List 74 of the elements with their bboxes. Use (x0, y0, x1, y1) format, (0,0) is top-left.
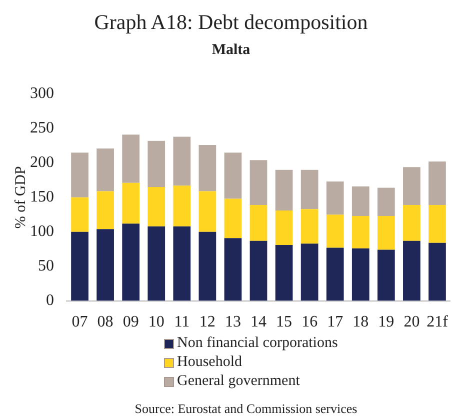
y-tick-label: 50 (38, 258, 54, 275)
bar (428, 242, 446, 301)
bar (96, 229, 114, 301)
bar (198, 145, 216, 192)
bar (275, 210, 293, 245)
bar (275, 170, 293, 210)
x-tick-label: 12 (199, 314, 216, 331)
bar (198, 232, 216, 301)
bar (96, 148, 114, 192)
y-tick-label: 200 (30, 154, 54, 172)
bar (250, 204, 268, 241)
bar (275, 244, 293, 301)
bar (403, 240, 420, 301)
bar (377, 188, 395, 216)
bar (352, 216, 370, 248)
source-note: Source: Eurostat and Commission services (134, 401, 358, 417)
y-tick-label: 0 (46, 292, 54, 310)
bar (326, 182, 344, 215)
chart-title: Graph A18: Debt decomposition (93, 10, 369, 35)
bar (300, 244, 318, 301)
x-tick-label: 17 (327, 314, 344, 331)
x-tick-label: 20 (404, 314, 420, 331)
y-tick-label: 150 (30, 188, 54, 206)
x-tick-label: 07 (72, 314, 88, 331)
bar (403, 167, 420, 205)
bar (224, 152, 242, 199)
bar (224, 238, 242, 301)
chart-subtitle: Malta (210, 42, 252, 59)
bar (198, 191, 216, 232)
bar (250, 240, 268, 301)
y-tick-label: 250 (30, 120, 54, 137)
x-tick-label: 10 (148, 314, 164, 331)
x-tick-label: 19 (378, 314, 394, 331)
bar (300, 209, 318, 244)
bar (71, 232, 88, 301)
bar (173, 136, 191, 186)
bar (377, 250, 395, 301)
bar (148, 187, 166, 226)
bar (122, 224, 140, 301)
x-tick-label: 14 (250, 314, 266, 331)
x-tick-label: 08 (97, 314, 114, 331)
x-tick-label: 15 (276, 314, 292, 331)
bar (148, 226, 166, 301)
bar (122, 134, 140, 183)
y-axis-title: % of GDP (12, 166, 29, 229)
x-tick-label: 13 (224, 314, 241, 331)
bar (352, 248, 370, 301)
bar (173, 226, 191, 301)
bar (300, 170, 318, 210)
bar (71, 197, 88, 232)
y-tick-label: 300 (30, 85, 54, 102)
bar (428, 162, 446, 205)
bar (122, 182, 140, 224)
legend-label: General government (177, 372, 300, 391)
x-tick-label: 16 (302, 314, 318, 331)
bar (403, 204, 420, 241)
bar (96, 191, 114, 230)
bar (148, 140, 166, 188)
bar (224, 198, 242, 238)
y-tick-label: 100 (30, 223, 54, 240)
x-tick-label: 09 (122, 314, 139, 331)
bar (377, 216, 395, 250)
bar (250, 160, 268, 205)
bar (173, 186, 191, 226)
bar (326, 248, 344, 301)
bar (71, 152, 88, 198)
legend-label: Non financial corporations (177, 334, 338, 353)
bar (352, 186, 370, 216)
x-tick-label: 21f (426, 314, 449, 331)
bar (326, 214, 344, 248)
legend-label: Household (177, 353, 242, 372)
x-tick-label: 11 (174, 314, 190, 331)
x-tick-label: 18 (352, 314, 369, 331)
bar (428, 204, 446, 243)
